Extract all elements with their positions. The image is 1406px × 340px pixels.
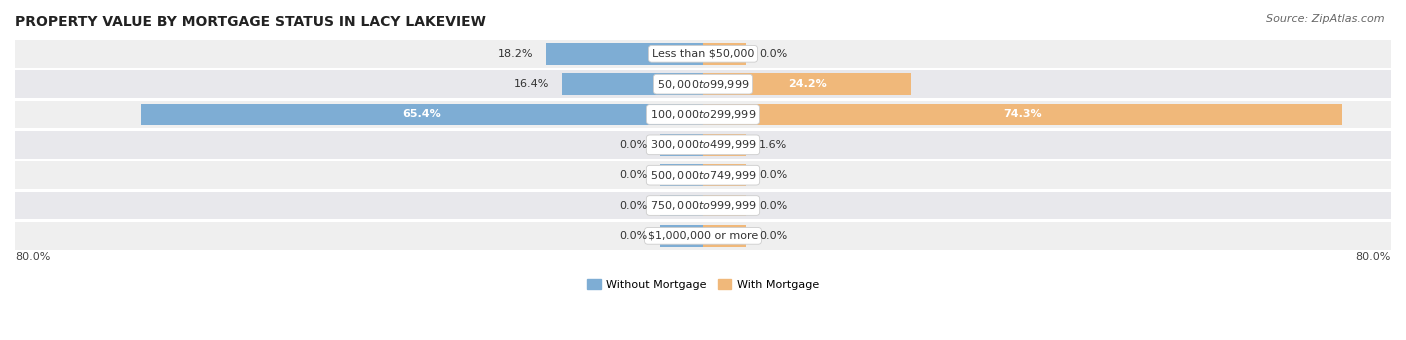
Text: Less than $50,000: Less than $50,000	[652, 49, 754, 59]
Bar	[703, 73, 911, 95]
Legend: Without Mortgage, With Mortgage: Without Mortgage, With Mortgage	[582, 275, 824, 294]
Text: $50,000 to $99,999: $50,000 to $99,999	[657, 78, 749, 91]
Bar	[547, 43, 703, 65]
Text: 0.0%: 0.0%	[619, 201, 647, 210]
Text: 18.2%: 18.2%	[498, 49, 534, 59]
Text: 0.0%: 0.0%	[759, 170, 787, 180]
Text: 0.0%: 0.0%	[619, 170, 647, 180]
Bar	[15, 101, 1391, 129]
Bar	[562, 73, 703, 95]
Text: 16.4%: 16.4%	[513, 79, 550, 89]
Bar	[703, 104, 1341, 125]
Text: $100,000 to $299,999: $100,000 to $299,999	[650, 108, 756, 121]
Bar	[703, 225, 747, 247]
Bar	[15, 70, 1391, 98]
Bar	[659, 194, 703, 217]
Bar	[659, 225, 703, 247]
Bar	[703, 134, 747, 156]
Text: PROPERTY VALUE BY MORTGAGE STATUS IN LACY LAKEVIEW: PROPERTY VALUE BY MORTGAGE STATUS IN LAC…	[15, 15, 486, 29]
Bar	[703, 43, 747, 65]
Bar	[15, 131, 1391, 159]
Text: 0.0%: 0.0%	[759, 231, 787, 241]
Text: $750,000 to $999,999: $750,000 to $999,999	[650, 199, 756, 212]
Text: 80.0%: 80.0%	[1355, 252, 1391, 262]
Text: 74.3%: 74.3%	[1002, 109, 1042, 119]
Bar	[15, 161, 1391, 189]
Text: Source: ZipAtlas.com: Source: ZipAtlas.com	[1267, 14, 1385, 23]
Bar	[15, 222, 1391, 250]
Bar	[15, 191, 1391, 220]
Text: 0.0%: 0.0%	[759, 49, 787, 59]
Text: $300,000 to $499,999: $300,000 to $499,999	[650, 138, 756, 151]
Bar	[15, 40, 1391, 68]
Text: 0.0%: 0.0%	[619, 231, 647, 241]
Text: 80.0%: 80.0%	[15, 252, 51, 262]
Text: 0.0%: 0.0%	[759, 201, 787, 210]
Text: $500,000 to $749,999: $500,000 to $749,999	[650, 169, 756, 182]
Bar	[141, 104, 703, 125]
Text: 24.2%: 24.2%	[787, 79, 827, 89]
Bar	[703, 164, 747, 186]
Bar	[659, 164, 703, 186]
Bar	[703, 194, 747, 217]
Text: $1,000,000 or more: $1,000,000 or more	[648, 231, 758, 241]
Text: 1.6%: 1.6%	[759, 140, 787, 150]
Text: 0.0%: 0.0%	[619, 140, 647, 150]
Bar	[659, 134, 703, 156]
Text: 65.4%: 65.4%	[402, 109, 441, 119]
